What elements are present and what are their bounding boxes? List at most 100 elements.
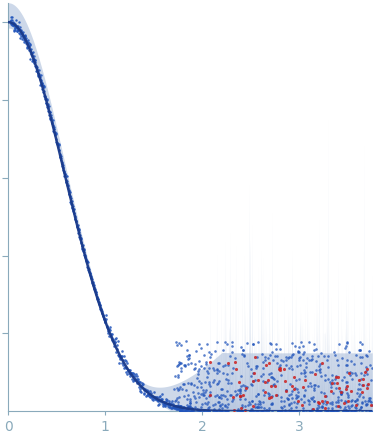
Point [60, 166, 66, 173]
Point [359, 399, 365, 406]
Point [115, 352, 121, 359]
Point [51, 124, 57, 131]
Point [48, 114, 54, 121]
Point [324, 408, 330, 415]
Point [133, 371, 139, 378]
Point [106, 333, 112, 340]
Point [19, 31, 25, 38]
Point [324, 356, 330, 363]
Point [12, 27, 18, 34]
Point [196, 408, 202, 415]
Point [84, 258, 90, 265]
Point [66, 187, 72, 194]
Point [136, 383, 142, 390]
Point [122, 356, 128, 363]
Point [147, 393, 153, 400]
Point [313, 408, 319, 415]
Point [316, 363, 322, 370]
Point [81, 246, 87, 253]
Point [25, 37, 31, 44]
Point [318, 350, 324, 357]
Point [288, 354, 294, 361]
Point [369, 408, 375, 415]
Point [43, 99, 49, 106]
Point [162, 401, 168, 408]
Point [289, 395, 295, 402]
Point [57, 151, 63, 158]
Point [81, 247, 87, 254]
Point [117, 354, 123, 361]
Point [173, 403, 179, 410]
Point [239, 408, 245, 415]
Point [161, 398, 167, 405]
Point [94, 295, 100, 302]
Point [184, 347, 190, 354]
Point [141, 386, 147, 393]
Point [52, 131, 58, 138]
Point [174, 403, 180, 410]
Point [298, 395, 304, 402]
Point [184, 396, 190, 403]
Point [99, 309, 105, 316]
Point [211, 406, 217, 413]
Point [206, 379, 212, 386]
Point [328, 381, 334, 388]
Point [322, 408, 328, 415]
Point [239, 401, 245, 408]
Point [250, 340, 256, 347]
Point [13, 28, 20, 35]
Point [102, 318, 108, 325]
Point [351, 407, 357, 414]
Point [149, 395, 155, 402]
Point [254, 404, 260, 411]
Point [156, 402, 162, 409]
Point [201, 386, 207, 393]
Point [56, 147, 62, 154]
Point [252, 408, 258, 415]
Point [119, 352, 125, 359]
Point [285, 395, 291, 402]
Point [130, 373, 136, 380]
Point [183, 402, 189, 409]
Point [64, 173, 70, 180]
Point [110, 335, 116, 342]
Point [175, 361, 181, 368]
Point [238, 408, 244, 415]
Point [335, 408, 341, 415]
Point [76, 225, 82, 232]
Point [183, 405, 189, 412]
Point [8, 20, 14, 27]
Point [63, 172, 69, 179]
Point [286, 354, 292, 361]
Point [289, 366, 295, 373]
Point [352, 397, 358, 404]
Point [368, 402, 374, 409]
Point [48, 112, 54, 119]
Point [330, 407, 336, 414]
Point [22, 33, 28, 40]
Point [163, 396, 169, 403]
Point [36, 70, 42, 77]
Point [24, 43, 30, 50]
Point [210, 401, 216, 408]
Point [170, 403, 176, 410]
Point [306, 382, 312, 389]
Point [216, 393, 222, 400]
Point [240, 347, 246, 354]
Point [207, 392, 213, 399]
Point [103, 316, 109, 323]
Point [309, 353, 315, 360]
Point [74, 223, 80, 230]
Point [54, 140, 60, 147]
Point [35, 70, 41, 77]
Point [309, 405, 315, 412]
Point [360, 381, 366, 388]
Point [186, 400, 192, 407]
Point [178, 406, 184, 413]
Point [346, 368, 352, 375]
Point [150, 396, 156, 403]
Point [286, 391, 292, 398]
Point [237, 392, 243, 399]
Point [329, 380, 335, 387]
Point [259, 351, 265, 358]
